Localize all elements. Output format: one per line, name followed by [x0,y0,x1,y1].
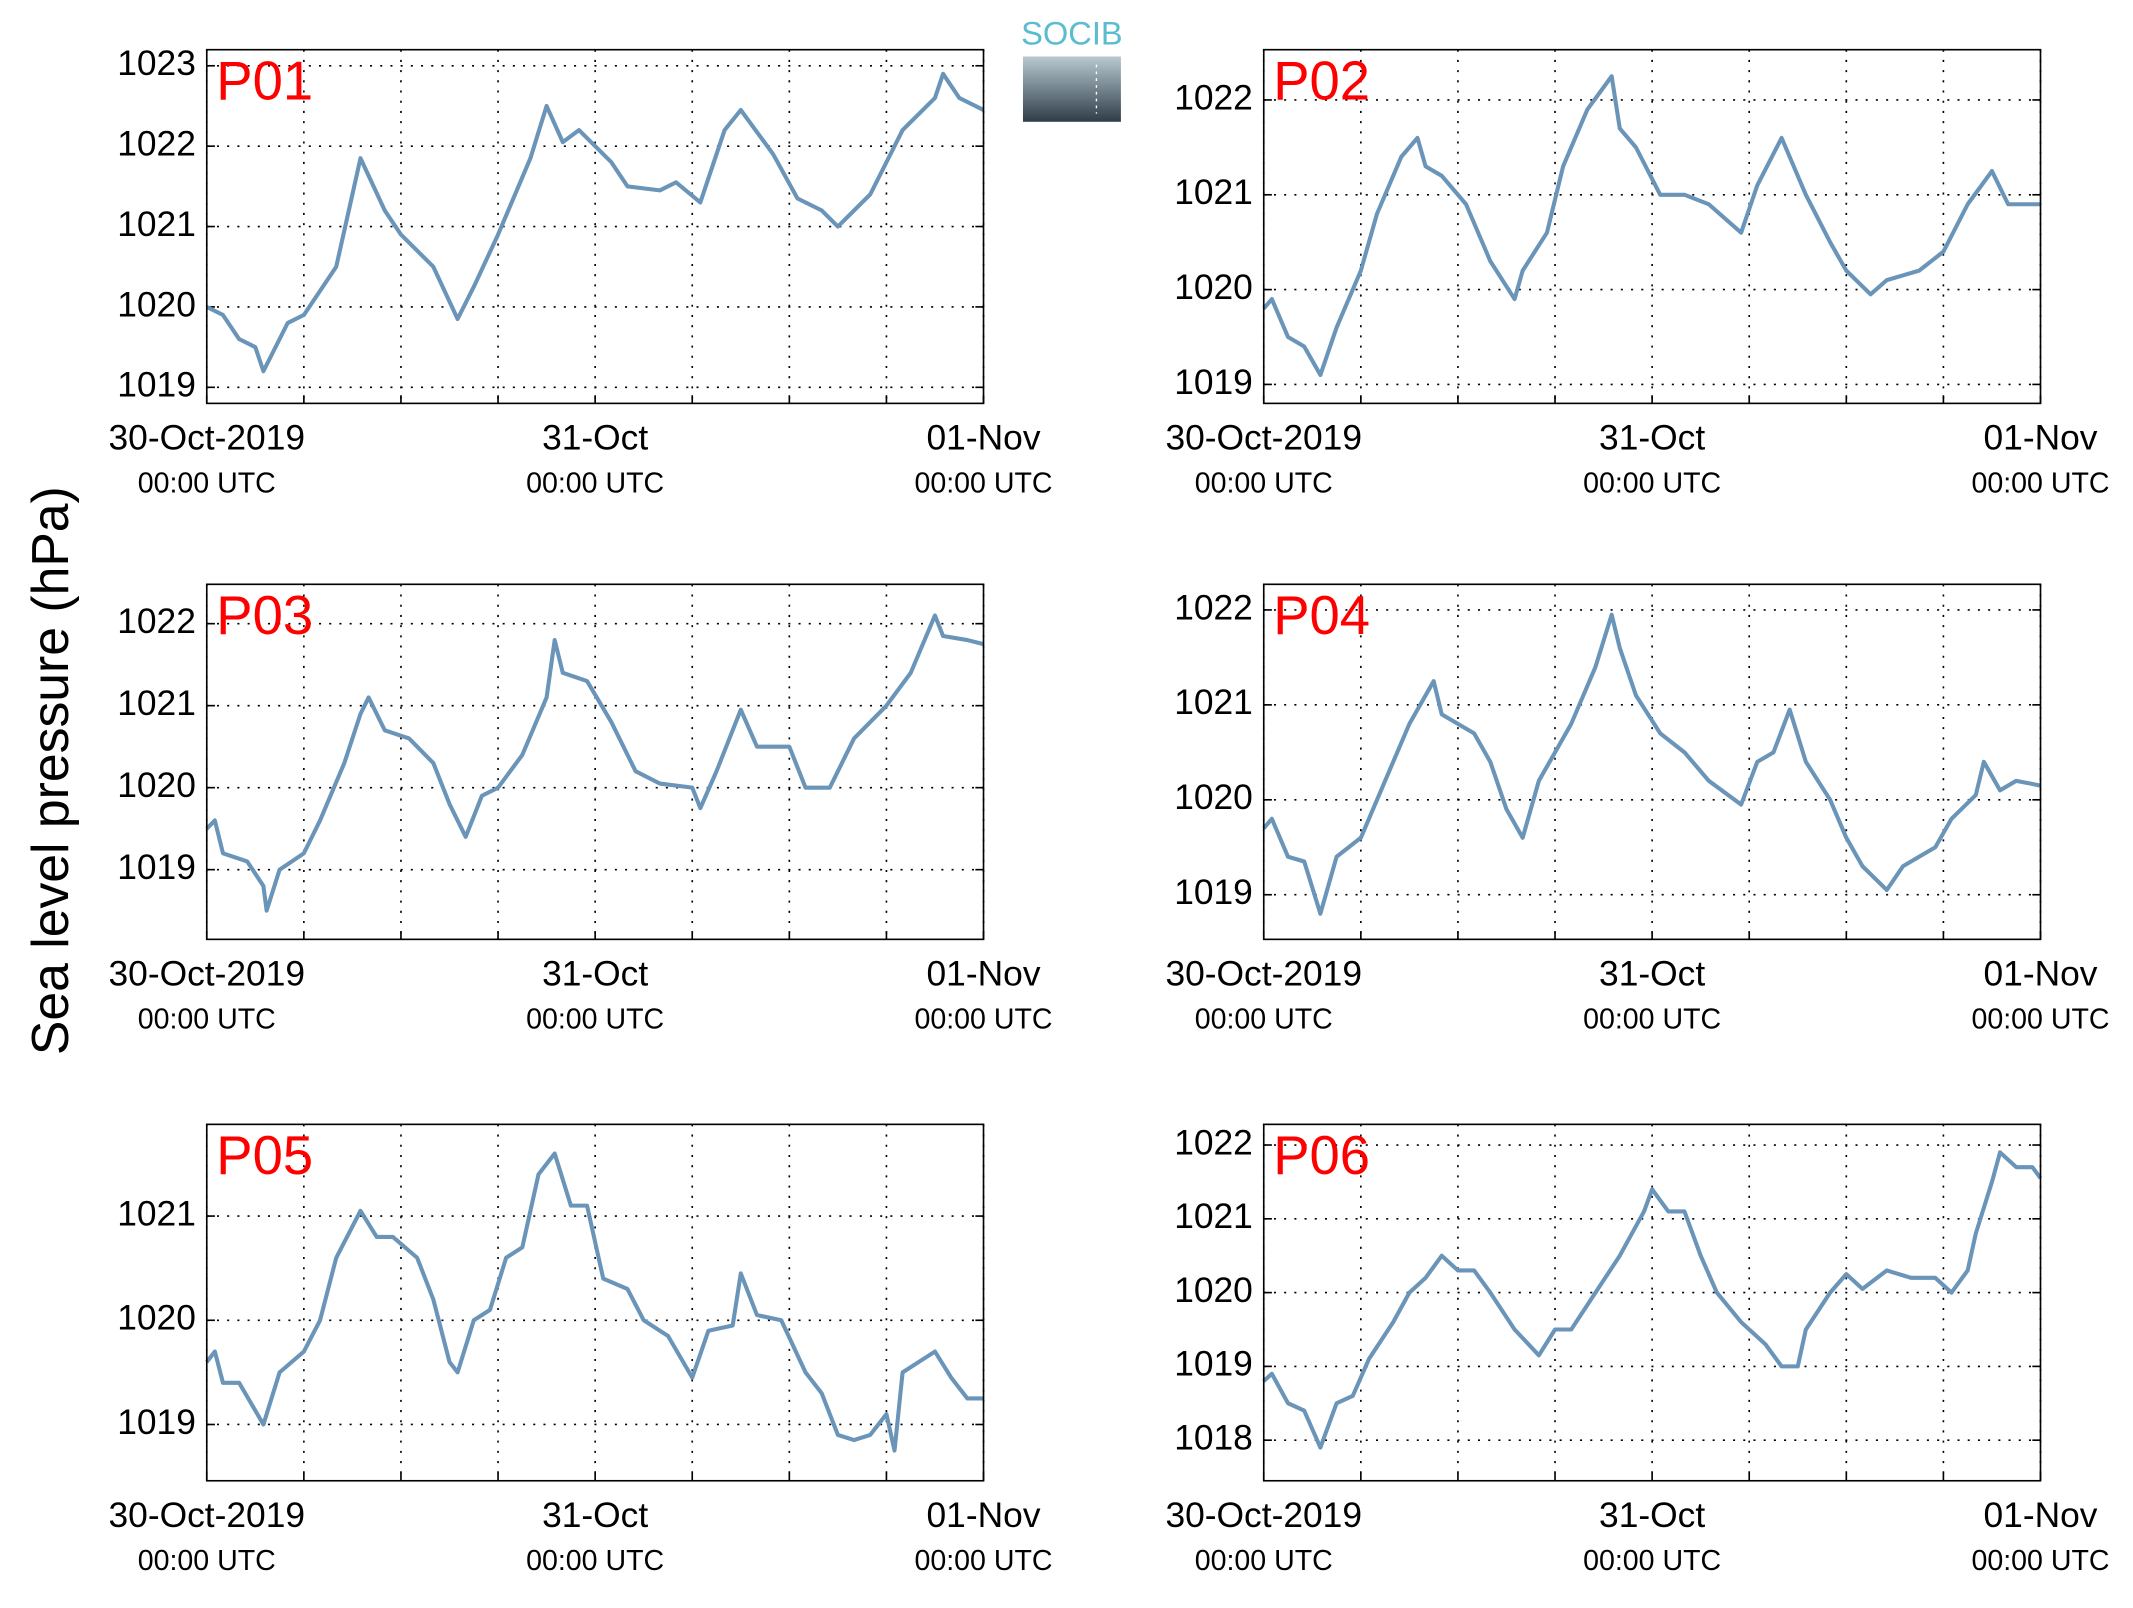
panel-title: P03 [216,585,313,646]
x-tick-label: 01-Nov [1983,1496,2097,1535]
x-tick-sublabel: 00:00 UTC [138,1545,276,1577]
x-tick-label: 30-Oct-2019 [108,418,305,457]
y-tick-label: 1020 [117,285,196,324]
x-tick-label: 31-Oct [542,418,648,457]
logo-block [1022,56,1121,122]
logo-text: SOCIB [1021,15,1123,52]
y-tick-label: 1020 [1174,268,1253,307]
y-tick-label: 1020 [1174,778,1253,817]
x-tick-sublabel: 00:00 UTC [1195,468,1333,500]
x-tick-label: 01-Nov [927,1496,1041,1535]
panel-title: P02 [1273,50,1370,111]
plot-frame [1262,48,2042,405]
x-tick-sublabel: 00:00 UTC [1583,1004,1721,1036]
x-tick-label: 30-Oct-2019 [1165,1496,1362,1535]
y-tick-label: 1022 [1174,78,1253,117]
x-tick-label: 30-Oct-2019 [108,1496,305,1535]
x-tick-sublabel: 00:00 UTC [1583,1545,1721,1577]
data-line [205,1151,984,1453]
x-tick-sublabel: 00:00 UTC [914,468,1052,500]
x-tick-label: 31-Oct [1599,954,1705,993]
y-tick-label: 1021 [1174,173,1253,212]
y-tick-label: 1019 [117,366,196,405]
y-tick-label: 1019 [1174,363,1253,402]
x-tick-label: 01-Nov [1983,418,2097,457]
y-tick-label: 1019 [117,1403,196,1442]
x-tick-label: 01-Nov [927,954,1041,993]
x-tick-label: 30-Oct-2019 [1165,418,1362,457]
data-line [1262,612,2041,916]
y-tick-label: 1020 [117,766,196,805]
y-tick-label: 1019 [1174,873,1253,912]
x-tick-label: 30-Oct-2019 [108,954,305,993]
x-tick-label: 31-Oct [542,1496,648,1535]
x-tick-sublabel: 00:00 UTC [1971,468,2109,500]
panel-title: P04 [1273,585,1370,646]
x-tick-sublabel: 00:00 UTC [1195,1545,1333,1577]
y-tick-label: 1020 [117,1299,196,1338]
panel: 30-Oct-2019 00:00 UTC 31-Oct 00:00 UTC 01-No… [108,44,1052,499]
panel-title: P06 [1273,1125,1370,1186]
x-tick-sublabel: 00:00 UTC [138,1004,276,1036]
y-tick-label: 1021 [1174,1197,1253,1236]
y-tick-label: 1020 [1174,1271,1253,1310]
plot-frame [1262,583,2042,941]
x-tick-label: 31-Oct [1599,418,1705,457]
panel: 30-Oct-2019 00:00 UTC 31-Oct 00:00 UTC 01-No… [1165,1123,2109,1577]
y-tick-label: 1021 [117,205,196,244]
y-tick-label: 1023 [117,44,196,83]
y-tick-label: 1021 [117,684,196,723]
x-tick-label: 01-Nov [1983,954,2097,993]
panel: 30-Oct-2019 00:00 UTC 31-Oct 00:00 UTC 01-No… [108,583,1053,1036]
x-tick-sublabel: 00:00 UTC [914,1545,1052,1577]
x-tick-label: 30-Oct-2019 [1165,954,1362,993]
y-tick-label: 1022 [1174,1123,1253,1162]
y-tick-label: 1022 [1174,588,1253,627]
x-tick-label: 01-Nov [927,418,1041,457]
panel: 30-Oct-2019 00:00 UTC 31-Oct 00:00 UTC 01-No… [1165,48,2110,500]
x-tick-label: 31-Oct [1599,1496,1705,1535]
y-tick-label: 1021 [117,1194,196,1233]
y-tick-label: 1021 [1174,683,1253,722]
x-tick-sublabel: 00:00 UTC [1971,1545,2109,1577]
panel: 30-Oct-2019 00:00 UTC 31-Oct 00:00 UTC 01-No… [1165,583,2110,1036]
panel: 30-Oct-2019 00:00 UTC 31-Oct 00:00 UTC 01-No… [108,1123,1053,1577]
data-line [205,71,985,374]
plot-frame [1262,1123,2042,1482]
x-tick-sublabel: 00:00 UTC [526,468,664,500]
y-tick-label: 1018 [1174,1419,1253,1458]
x-tick-sublabel: 00:00 UTC [138,468,276,500]
plot-frame [205,583,985,941]
data-line [1262,74,2041,377]
y-tick-label: 1019 [1174,1345,1253,1384]
plot-frame [205,1123,985,1482]
plot-frame [205,48,985,405]
x-tick-sublabel: 00:00 UTC [1195,1004,1333,1036]
x-tick-sublabel: 00:00 UTC [1583,468,1721,500]
panel-title: P05 [216,1125,313,1186]
y-tick-label: 1022 [117,124,196,163]
x-tick-sublabel: 00:00 UTC [914,1004,1052,1036]
y-tick-label: 1019 [117,848,196,887]
data-line [205,613,985,913]
x-tick-sublabel: 00:00 UTC [526,1004,664,1036]
panel-title: P01 [216,50,313,111]
x-tick-sublabel: 00:00 UTC [1971,1004,2109,1036]
y-tick-label: 1022 [117,602,196,641]
logo: SOCIB [1021,15,1123,122]
y-axis-label: Sea level pressure (hPa) [21,486,79,1055]
x-tick-label: 31-Oct [542,954,648,993]
data-line [1262,1150,2043,1450]
x-tick-sublabel: 00:00 UTC [526,1545,664,1577]
